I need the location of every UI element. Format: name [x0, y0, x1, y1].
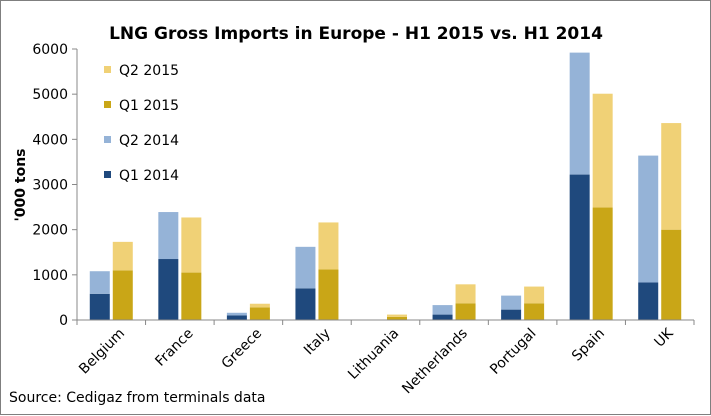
- chart-title: LNG Gross Imports in Europe - H1 2015 vs…: [109, 24, 603, 44]
- x-tick-label: Portugal: [487, 326, 539, 378]
- bar-portugal-q1-2014: [501, 309, 522, 320]
- bar-belgium-q1-2015: [112, 270, 133, 320]
- x-tick-label: Netherlands: [399, 326, 471, 398]
- bar-spain-q2-2015: [592, 93, 613, 208]
- x-tick-label: Italy: [301, 326, 334, 359]
- bar-italy-q1-2014: [295, 288, 316, 320]
- y-tick-label: 0: [59, 313, 68, 329]
- legend-swatch: [104, 171, 111, 178]
- bar-netherlands-q1-2014: [432, 314, 453, 320]
- legend-label: Q2 2014: [119, 133, 179, 149]
- x-axis-ticks: Belgium France Greece Italy LithuaniaNetherl…: [76, 320, 695, 398]
- bar-uk-q2-2015: [661, 123, 682, 230]
- legend-swatch: [104, 101, 111, 108]
- source-note: Source: Cedigaz from terminals data: [9, 390, 265, 406]
- bar-greece-q2-2014: [226, 312, 247, 316]
- bar-greece-q2-2015: [249, 303, 270, 308]
- y-tick-label: 4000: [32, 132, 68, 148]
- bar-france-q2-2014: [158, 212, 179, 260]
- bar-portugal-q1-2015: [524, 303, 545, 320]
- x-tick-label: Belgium: [76, 326, 128, 378]
- y-tick-label: 1000: [32, 268, 68, 284]
- legend-swatch: [104, 136, 111, 143]
- legend-label: Q1 2015: [119, 98, 179, 114]
- bar-belgium-q2-2014: [89, 271, 110, 294]
- bar-france-q1-2015: [181, 272, 202, 320]
- bar-france-q2-2015: [181, 217, 202, 273]
- x-tick-label: Spain: [569, 326, 608, 365]
- bar-portugal-q2-2015: [524, 286, 545, 304]
- bar-spain-q1-2014: [569, 174, 590, 320]
- bar-lithuania-q1-2015: [387, 316, 407, 320]
- bar-greece-q1-2014: [226, 315, 247, 320]
- bar-italy-q2-2014: [295, 246, 316, 289]
- legend-swatch: [104, 66, 111, 73]
- bar-spain-q1-2015: [592, 207, 613, 320]
- y-tick-label: 2000: [32, 223, 68, 239]
- bars: [89, 52, 682, 320]
- x-tick-label: France: [152, 326, 196, 370]
- bar-italy-q1-2015: [318, 269, 339, 320]
- bar-netherlands-q2-2014: [432, 305, 453, 315]
- bar-portugal-q2-2014: [501, 295, 522, 310]
- y-axis-label: '000 tons: [13, 149, 29, 222]
- bar-belgium-q2-2015: [112, 241, 133, 271]
- y-tick-label: 5000: [32, 87, 68, 103]
- bar-france-q1-2014: [158, 259, 179, 320]
- legend: Q2 2015 Q1 2015 Q2 2014 Q1 2014: [104, 63, 179, 184]
- bar-greece-q1-2015: [249, 307, 270, 320]
- x-tick-label: Lithuania: [345, 326, 402, 383]
- bar-uk-q1-2015: [661, 229, 682, 320]
- legend-label: Q2 2015: [119, 63, 179, 79]
- bar-spain-q2-2014: [569, 52, 590, 175]
- x-tick-label: Greece: [219, 326, 266, 373]
- bar-uk-q2-2014: [638, 155, 659, 283]
- bar-belgium-q1-2014: [89, 293, 110, 320]
- y-axis-ticks: 0 1000 2000 3000 4000 5000 6000: [32, 42, 77, 329]
- x-tick-label: UK: [651, 325, 677, 351]
- bar-netherlands-q1-2015: [455, 303, 476, 320]
- bar-netherlands-q2-2015: [455, 284, 476, 304]
- bar-lithuania-q2-2015: [387, 314, 407, 317]
- bar-italy-q2-2015: [318, 222, 339, 270]
- legend-label: Q1 2014: [119, 168, 179, 184]
- y-tick-label: 3000: [32, 178, 68, 194]
- y-tick-label: 6000: [32, 42, 68, 58]
- bar-uk-q1-2014: [638, 282, 659, 320]
